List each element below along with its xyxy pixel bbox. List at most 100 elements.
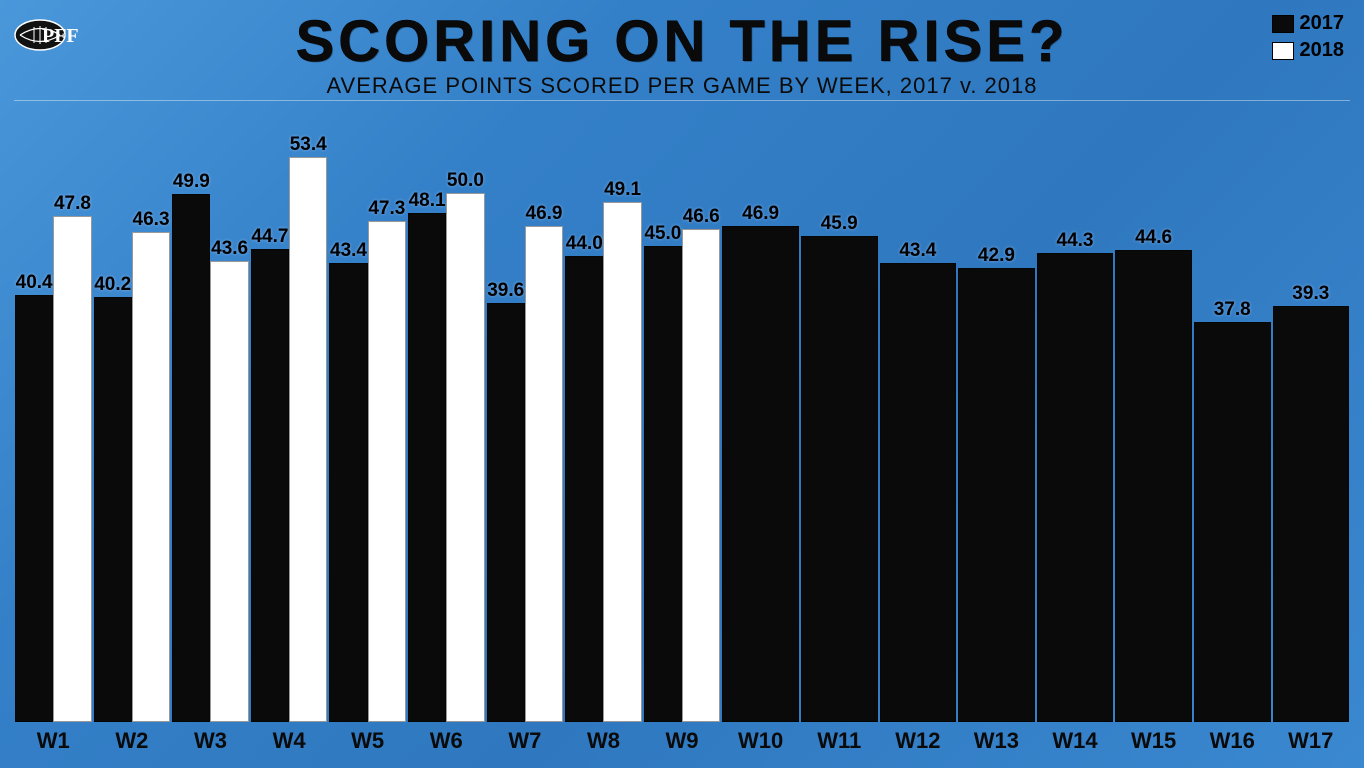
week-group: 39.646.9W7: [486, 140, 565, 756]
chart-legend: 2017 2018: [1272, 12, 1345, 66]
week-bars: 43.447.3: [328, 140, 407, 722]
week-group: 44.753.4W4: [250, 140, 329, 756]
bar-2017: 44.0: [565, 256, 603, 722]
chart-top-rule: [14, 100, 1350, 101]
bar-2017: 43.4: [880, 263, 957, 722]
bar-2018: 53.4: [289, 157, 327, 722]
week-axis-label: W15: [1114, 722, 1193, 756]
bar-2017: 40.4: [15, 295, 53, 723]
bar-2017: 45.9: [801, 236, 878, 722]
legend-label-2017: 2017: [1300, 12, 1345, 35]
week-axis-label: W7: [486, 722, 565, 756]
week-bars: 44.3: [1036, 140, 1115, 722]
bar-2017: 42.9: [958, 268, 1035, 722]
week-axis-label: W14: [1036, 722, 1115, 756]
week-axis-label: W1: [14, 722, 93, 756]
week-axis-label: W9: [643, 722, 722, 756]
week-axis-label: W5: [328, 722, 407, 756]
chart-subtitle: AVERAGE POINTS SCORED PER GAME BY WEEK, …: [0, 73, 1364, 99]
week-group: 40.246.3W2: [93, 140, 172, 756]
week-group: 44.3W14: [1036, 140, 1115, 756]
bar-value-label: 46.9: [742, 203, 779, 225]
week-bars: 37.8: [1193, 140, 1272, 722]
chart-title: SCORING ON THE RISE?: [0, 8, 1364, 75]
week-axis-label: W6: [407, 722, 486, 756]
bar-2018: 47.8: [53, 216, 91, 722]
svg-text:PFF: PFF: [42, 25, 79, 47]
bar-value-label: 43.4: [899, 240, 936, 262]
bar-value-label: 50.0: [447, 170, 484, 192]
bar-2017: 39.3: [1273, 306, 1350, 722]
week-group: 37.8W16: [1193, 140, 1272, 756]
week-group: 43.447.3W5: [328, 140, 407, 756]
bar-value-label: 40.4: [16, 272, 53, 294]
bar-2017: 49.9: [172, 194, 210, 722]
bar-value-label: 46.9: [526, 203, 563, 225]
week-axis-label: W16: [1193, 722, 1272, 756]
week-group: 44.6W15: [1114, 140, 1193, 756]
bar-value-label: 49.1: [604, 179, 641, 201]
chart-header: PFF SCORING ON THE RISE? AVERAGE POINTS …: [0, 0, 1364, 99]
bar-value-label: 46.3: [133, 209, 170, 231]
bar-2018: 43.6: [210, 261, 248, 722]
week-bars: 45.9: [800, 140, 879, 722]
bar-2017: 44.7: [251, 249, 289, 722]
week-bars: 45.046.6: [643, 140, 722, 722]
bar-value-label: 47.8: [54, 193, 91, 215]
bar-value-label: 44.6: [1135, 227, 1172, 249]
bar-2017: 43.4: [329, 263, 367, 722]
bar-2017: 44.3: [1037, 253, 1114, 722]
week-axis-label: W12: [879, 722, 958, 756]
legend-item-2018: 2018: [1272, 39, 1345, 62]
week-group: 43.4W12: [879, 140, 958, 756]
week-bars: 40.246.3: [93, 140, 172, 722]
legend-swatch-2018: [1272, 42, 1294, 60]
week-axis-label: W11: [800, 722, 879, 756]
bar-2017: 39.6: [487, 303, 525, 722]
week-group: 45.9W11: [800, 140, 879, 756]
bar-value-label: 53.4: [290, 134, 327, 156]
bar-2018: 46.9: [525, 226, 563, 722]
week-bars: 44.6: [1114, 140, 1193, 722]
week-group: 46.9W10: [721, 140, 800, 756]
legend-item-2017: 2017: [1272, 12, 1345, 35]
legend-label-2018: 2018: [1300, 39, 1345, 62]
bar-value-label: 47.3: [368, 198, 405, 220]
week-bars: 42.9: [957, 140, 1036, 722]
week-bars: 44.049.1: [564, 140, 643, 722]
legend-swatch-2017: [1272, 15, 1294, 33]
bar-chart: 40.447.8W140.246.3W249.943.6W344.753.4W4…: [14, 140, 1350, 756]
bar-2018: 47.3: [368, 221, 406, 722]
week-axis-label: W13: [957, 722, 1036, 756]
week-group: 49.943.6W3: [171, 140, 250, 756]
bar-value-label: 40.2: [94, 274, 131, 296]
week-bars: 44.753.4: [250, 140, 329, 722]
week-group: 39.3W17: [1272, 140, 1351, 756]
bar-2018: 49.1: [603, 202, 641, 722]
bar-2018: 46.6: [682, 229, 720, 722]
week-bars: 48.150.0: [407, 140, 486, 722]
bar-2017: 40.2: [94, 297, 132, 722]
bar-value-label: 48.1: [409, 190, 446, 212]
bar-value-label: 39.3: [1292, 283, 1329, 305]
week-group: 48.150.0W6: [407, 140, 486, 756]
week-group: 42.9W13: [957, 140, 1036, 756]
week-bars: 39.3: [1272, 140, 1351, 722]
bar-value-label: 44.3: [1057, 230, 1094, 252]
week-axis-label: W3: [171, 722, 250, 756]
week-axis-label: W17: [1272, 722, 1351, 756]
week-group: 45.046.6W9: [643, 140, 722, 756]
week-group: 40.447.8W1: [14, 140, 93, 756]
bar-2018: 46.3: [132, 232, 170, 722]
week-axis-label: W8: [564, 722, 643, 756]
bar-value-label: 45.9: [821, 213, 858, 235]
week-bars: 46.9: [721, 140, 800, 722]
bar-2017: 46.9: [722, 226, 799, 722]
bar-2017: 44.6: [1115, 250, 1192, 722]
week-bars: 39.646.9: [486, 140, 565, 722]
week-group: 44.049.1W8: [564, 140, 643, 756]
bar-value-label: 37.8: [1214, 299, 1251, 321]
week-bars: 40.447.8: [14, 140, 93, 722]
bar-2017: 37.8: [1194, 322, 1271, 722]
week-bars: 43.4: [879, 140, 958, 722]
